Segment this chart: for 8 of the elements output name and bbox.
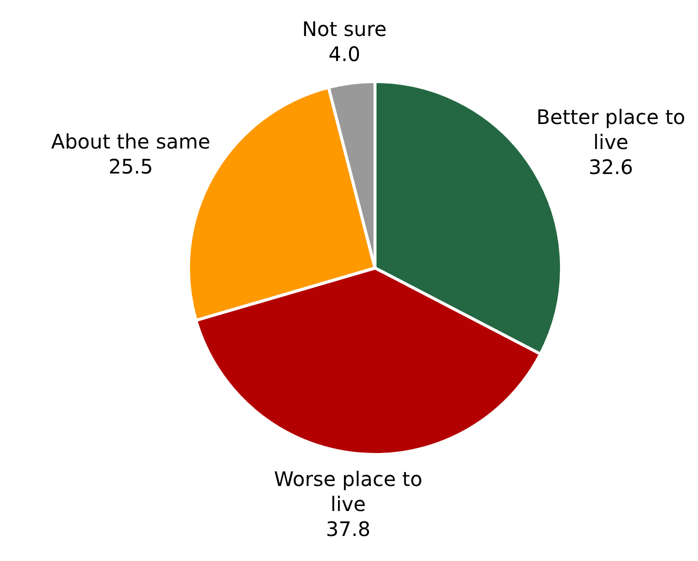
data-label: 32.6 [588,155,634,180]
data-label: 4.0 [328,42,360,66]
data-label: 25.5 [108,154,153,179]
slice-label: Better place to live [536,105,686,154]
slice-label: Not sure [302,16,387,41]
slice-label: Worse place to live [274,467,422,516]
slice-label: About the same [51,130,210,154]
data-label: 37.8 [326,517,370,542]
